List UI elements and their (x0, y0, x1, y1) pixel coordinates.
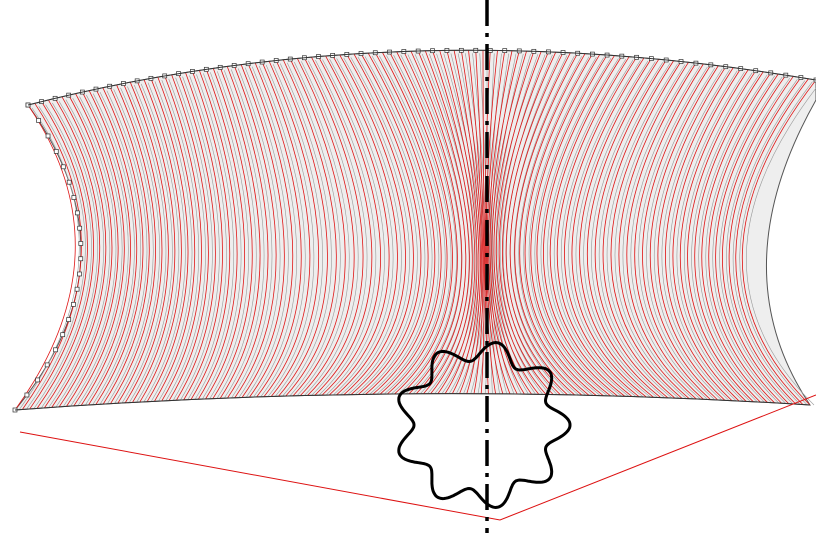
page: (() => { const svg = document.getElement… (0, 0, 816, 533)
edge-node (75, 287, 79, 291)
edge-node (79, 241, 83, 245)
edge-node (71, 302, 75, 306)
edge-node (67, 318, 71, 322)
edge-node (54, 348, 58, 352)
edge-node (25, 393, 29, 397)
edge-node (45, 363, 49, 367)
edge-node (37, 118, 41, 122)
edge-node (79, 257, 83, 261)
edge-node (72, 196, 76, 200)
edge-node (61, 165, 65, 169)
ruled-surface (13, 48, 816, 412)
edge-node (78, 272, 82, 276)
edge-node (46, 134, 50, 138)
edge-node (61, 333, 65, 337)
edge-node (78, 226, 82, 230)
cad-viewport (0, 0, 816, 533)
edge-node (54, 149, 58, 153)
edge-node (75, 211, 79, 215)
edge-node (67, 180, 71, 184)
edge-node (36, 378, 40, 382)
